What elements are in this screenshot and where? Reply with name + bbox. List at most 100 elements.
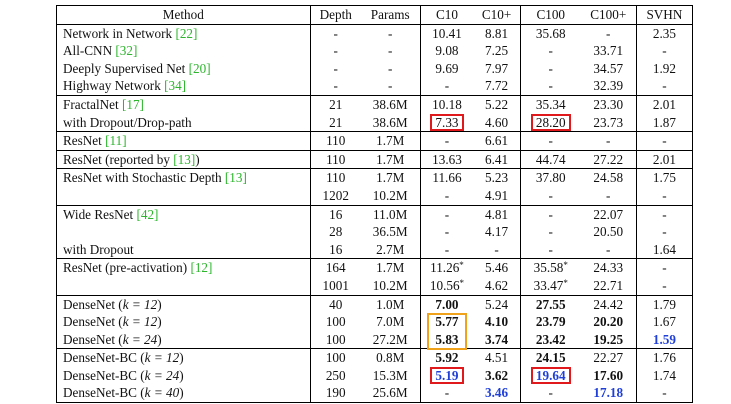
value-svhn: 1.76 [652,350,676,366]
method-cell: ResNet with Stochastic Depth [13] [56,168,311,187]
cell-depth: 110 [309,168,361,187]
cell-svhn: 1.64 [635,240,694,259]
value-params: 0.8M [376,350,405,366]
value-c10: 10.41 [432,25,462,41]
value-c10p: 4.62 [485,277,509,293]
table-row: Highway Network [34] - - - 7.72 - 32.39 - [56,77,694,96]
header-c100: C100 [519,5,581,25]
value-c100: 35.58 [533,260,564,276]
cell-depth: 100 [309,348,361,367]
table-row: with Dropout/Drop-path 21 38.6M 7.33 4.60 28.… [56,113,694,132]
value-svhn: - [662,78,667,94]
value-svhn: 1.67 [652,314,676,330]
method-cell [56,186,311,206]
cell-params: 0.8M [361,349,420,367]
value-params: 1.0M [376,296,405,312]
method-cell: ResNet [11] [56,131,311,151]
value-c100: 19.64 [535,367,566,383]
cell-params: 11.0M [361,205,420,223]
value-svhn: - [662,187,667,203]
citation-link: [12] [190,260,213,276]
citation-link: [34] [164,78,187,94]
cell-c100p: 34.57 [581,60,637,78]
footnote-mark: * [563,277,568,288]
cell-svhn: 1.75 [635,168,694,187]
cell-params: 7.0M [361,313,420,331]
value-svhn: - [662,224,667,240]
cell-c10p: 4.17 [473,223,520,241]
cell-c100p: - [581,132,637,151]
cell-c10: 7.33 [419,113,474,132]
footnote-mark: * [459,260,464,271]
cell-depth: 100 [309,330,361,349]
value-svhn: 1.92 [652,60,676,76]
cell-c100: - [519,131,581,151]
value-c100: - [548,78,553,94]
header-row: Method Depth Params C10 C10+ C100 C100+ … [56,5,694,25]
value-params: - [388,43,393,59]
method-suffix: ) [179,385,184,401]
results-table: Method Depth Params C10 C10+ C100 C100+ … [56,5,694,403]
table-row: DenseNet-BC (k = 12) 100 0.8M 5.92 4.51 24.15… [56,348,694,367]
table-row: ResNet with Stochastic Depth [13] 110 1.7M… [56,168,694,187]
cell-depth: 190 [309,384,361,403]
value-c10p: 3.46 [485,385,509,401]
value-c100p: - [606,187,611,203]
cell-svhn: 2.35 [635,24,694,43]
value-svhn: - [662,206,667,222]
cell-depth: - [309,42,361,60]
cell-c10: - [419,186,474,206]
cell-c10: 5.92 [419,348,474,367]
method-cell: Wide ResNet [42] [56,205,311,224]
value-params: - [388,25,393,41]
footnote-mark: * [563,260,568,271]
value-depth: 21 [329,114,343,130]
method-suffix: ) [157,296,162,312]
cell-c100p: 33.71 [581,42,637,60]
value-c10p: 5.46 [485,260,509,276]
cell-svhn: - [635,205,694,224]
cell-svhn: 1.59 [635,330,694,349]
value-c100p: 23.73 [593,114,624,130]
cell-c10: - [419,131,474,151]
value-c100p: 34.57 [593,60,624,76]
cell-depth: 1202 [309,186,361,206]
method-name: ResNet with Stochastic Depth [63,170,225,186]
value-depth: - [333,78,338,94]
citation-link: [13] [173,151,196,167]
value-c100: 35.34 [535,96,566,112]
method-cell: DenseNet-BC (k = 24) [56,366,311,385]
value-c10: - [444,206,450,222]
value-c100p: 33.71 [593,43,624,59]
cell-c100: 33.47* [519,276,581,295]
citation-link: [11] [105,133,127,149]
value-svhn: 1.64 [652,241,676,257]
value-c10: 11.66 [432,170,462,186]
table-row: Deeply Supervised Net [20] - - 9.69 7.97 - 34.… [56,59,694,78]
method-cell [56,223,311,241]
cell-c100: - [519,42,581,60]
cell-svhn: - [635,131,694,151]
cell-c100: 24.15 [519,348,581,367]
method-suffix: ) [157,314,162,330]
cell-c100p: 17.18 [581,384,637,402]
header-depth: Depth [309,5,361,25]
value-depth: 1202 [322,187,349,203]
value-depth: 21 [329,96,343,112]
cell-svhn: - [635,42,694,60]
value-params: 38.6M [372,96,408,112]
value-c100: 23.79 [535,314,566,330]
value-c100: - [548,43,553,59]
cell-depth: 16 [309,205,361,224]
cell-params: 1.7M [361,169,420,187]
method-name: DenseNet-BC ( [63,350,145,366]
cell-c100: - [519,240,581,259]
value-params: 38.6M [372,114,408,130]
value-c100: - [548,60,553,76]
cell-depth: 40 [309,295,361,314]
cell-c10p: 4.60 [473,114,520,132]
table-row: 1202 10.2M - 4.91 - - - [56,186,694,206]
cell-c10: 7.00 [419,295,474,314]
cell-svhn: 1.87 [635,113,694,132]
method-name: ResNet [63,133,106,149]
